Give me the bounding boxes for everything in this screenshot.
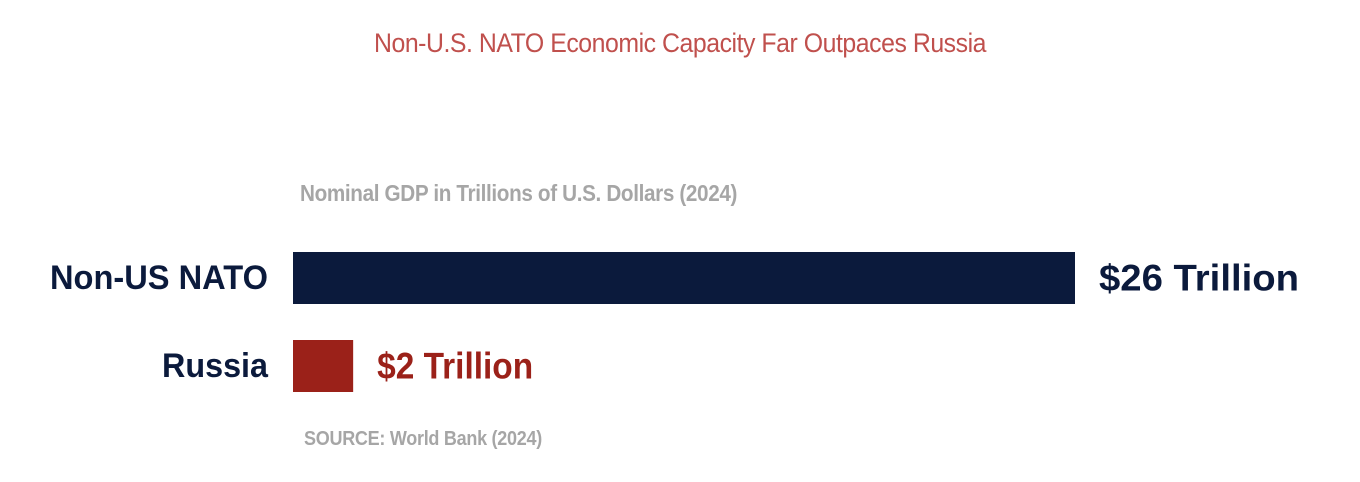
category-label-russia: Russia: [162, 347, 269, 385]
bar-russia: [293, 340, 354, 392]
chart-title: Non-U.S. NATO Economic Capacity Far Outp…: [373, 28, 987, 58]
source-note: SOURCE: World Bank (2024): [304, 428, 542, 450]
chart-subtitle: Nominal GDP in Trillions of U.S. Dollars…: [300, 180, 738, 206]
bars-layer: Non-US NATO $26 Trillion Russia $2 Trillion: [50, 252, 1299, 392]
bar-non-us-nato: [293, 252, 1075, 304]
value-label-russia: $2 Trillion: [377, 346, 533, 387]
value-label-non-us-nato: $26 Trillion: [1099, 258, 1299, 299]
category-label-non-us-nato: Non-US NATO: [50, 259, 268, 297]
